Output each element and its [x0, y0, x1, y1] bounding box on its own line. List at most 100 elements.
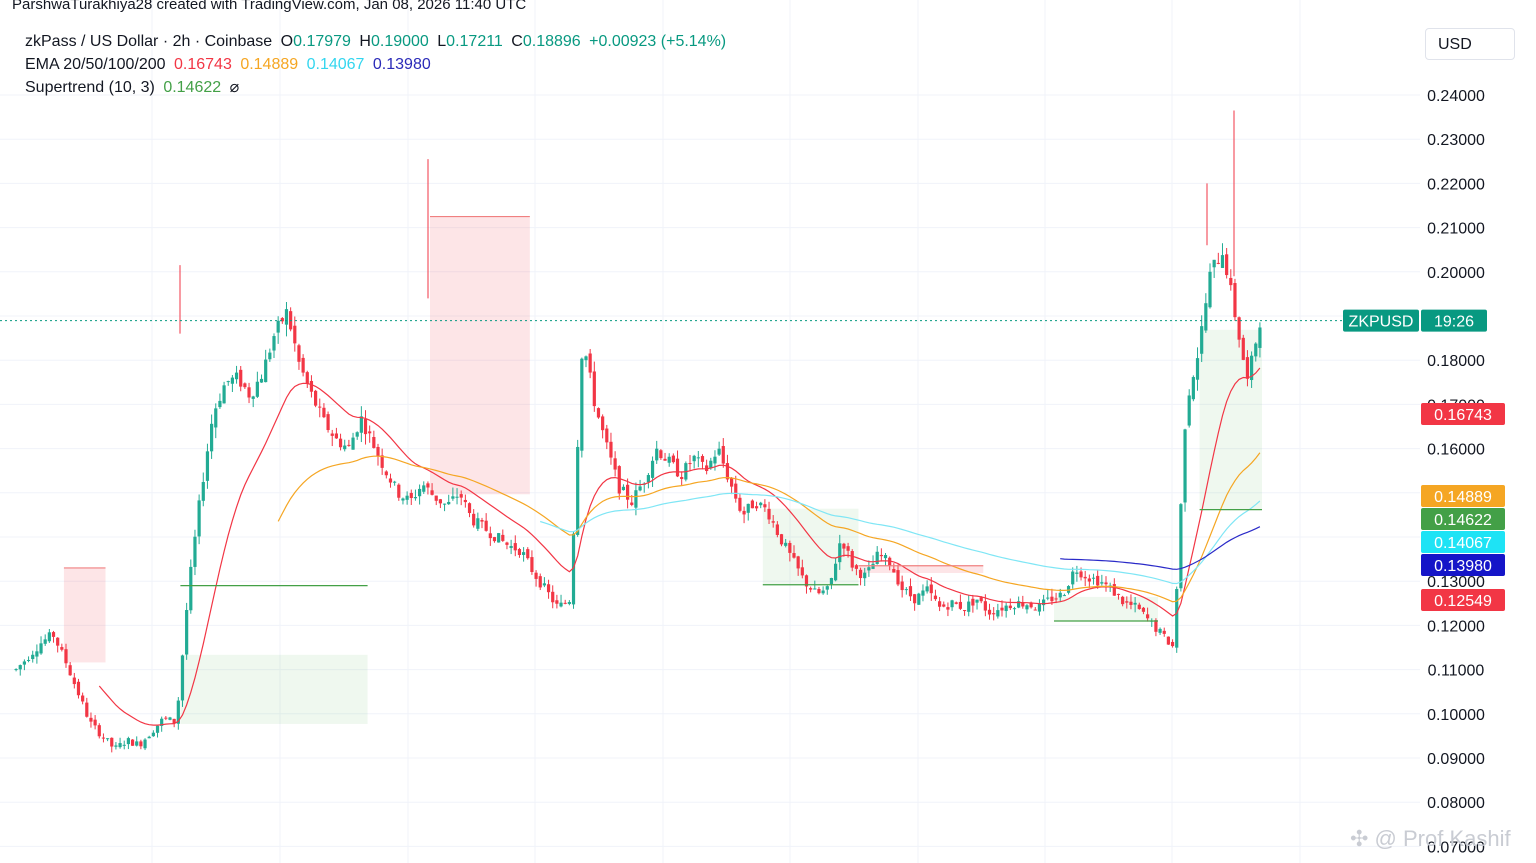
candle-body	[1204, 303, 1208, 331]
symbol-title[interactable]: zkPass / US Dollar · 2h · Coinbase	[25, 33, 273, 50]
supertrend-up-fill	[180, 654, 368, 724]
candle-body	[671, 455, 675, 463]
ema-legend[interactable]: EMA 20/50/100/200 0.16743 0.14889 0.1406…	[25, 55, 435, 75]
candle-body	[126, 738, 130, 745]
candle-body	[1233, 283, 1237, 318]
candle-body	[243, 383, 247, 388]
y-axis: 0.07000 0.08000 0.09000 0.10000 0.11000 0.120…	[1427, 88, 1485, 856]
candle-body	[1195, 358, 1200, 380]
candle-body	[767, 508, 771, 520]
candle-body	[617, 466, 621, 494]
last-value-badge: 0.16743	[1434, 407, 1492, 424]
candle-body	[838, 543, 842, 563]
slash-circle-icon[interactable]: ⌀	[229, 79, 240, 96]
candle-body	[621, 486, 626, 491]
candle-body	[135, 741, 139, 746]
candle-body	[946, 607, 950, 610]
y-tick-label: 0.18000	[1427, 353, 1485, 370]
candle-body	[571, 533, 576, 605]
candle-body	[592, 371, 596, 407]
candle-body	[176, 700, 180, 724]
candle-body	[509, 546, 513, 548]
candle-body	[376, 446, 380, 457]
y-tick-label: 0.09000	[1427, 751, 1485, 768]
supertrend-down-fill	[63, 567, 106, 663]
candle-body	[1166, 636, 1170, 645]
candle-body	[472, 513, 476, 526]
candle-body	[118, 743, 122, 748]
candle-body	[942, 604, 946, 607]
candle-body	[800, 567, 804, 576]
candle-body	[106, 738, 110, 740]
supertrend-legend[interactable]: Supertrend (10, 3) 0.14622 ⌀	[25, 78, 243, 98]
candle-body	[264, 359, 268, 383]
candle-body	[114, 745, 118, 747]
candle-body	[917, 593, 921, 605]
candle-body	[326, 414, 330, 431]
high-value: 0.19000	[370, 33, 429, 50]
candle-body	[185, 610, 189, 655]
candle-body	[675, 458, 680, 477]
candle-body	[189, 566, 193, 611]
candle-body	[992, 613, 996, 615]
y-tick-label: 0.12000	[1427, 618, 1485, 635]
currency-button[interactable]: USD	[1425, 28, 1515, 60]
candle-body	[896, 570, 900, 585]
candle-body	[950, 600, 954, 608]
last-value-badge-bg	[1421, 554, 1505, 576]
candle-body	[85, 702, 89, 717]
candle-body	[438, 499, 442, 504]
candle-body	[1191, 377, 1195, 400]
candle-body	[834, 563, 838, 581]
candle-body	[1050, 596, 1054, 602]
candle-body	[338, 438, 343, 448]
candle-body	[522, 552, 526, 555]
candle-body	[655, 448, 659, 461]
candle-body	[351, 437, 355, 450]
candle-body	[14, 669, 18, 671]
candle-body	[418, 488, 422, 497]
y-tick-label: 0.07000	[1427, 839, 1485, 856]
candle-body	[962, 610, 967, 612]
candle-body	[22, 661, 26, 665]
candle-body	[1091, 577, 1096, 579]
y-tick-label: 0.24000	[1427, 88, 1485, 105]
candle-body	[904, 589, 908, 591]
candle-body	[551, 591, 555, 603]
candle-body	[1245, 357, 1250, 379]
candle-body	[505, 542, 509, 545]
candle-body	[1083, 576, 1087, 579]
candle-body	[913, 594, 917, 604]
last-value-badge: 0.14067	[1434, 535, 1492, 552]
candle-body	[892, 569, 896, 573]
candle-body	[925, 586, 929, 592]
last-value-badge: 0.13980	[1434, 558, 1492, 575]
ema50-value: 0.14889	[240, 56, 299, 73]
candle-body	[1112, 584, 1116, 596]
candle-body	[76, 681, 81, 696]
ema50-line	[277, 452, 1261, 603]
candle-body	[513, 543, 517, 551]
candle-body	[792, 553, 796, 558]
candle-body	[60, 647, 64, 650]
supertrend-label: Supertrend (10, 3)	[25, 79, 155, 96]
candle-body	[160, 718, 164, 726]
candle-body	[713, 456, 717, 464]
candle-body	[921, 590, 925, 596]
candle-body	[846, 546, 850, 551]
low-label: L	[437, 33, 447, 50]
candle-body	[26, 659, 31, 661]
candle-body	[272, 336, 276, 351]
candle-body	[584, 356, 588, 361]
candle-body	[218, 400, 222, 408]
candle-body	[430, 490, 434, 495]
candle-body	[555, 600, 559, 604]
candle-body	[817, 588, 821, 594]
candle-body	[193, 536, 197, 567]
candle-body	[322, 407, 326, 418]
candle-body	[147, 736, 151, 739]
close-value: 0.18896	[522, 33, 581, 50]
candle-body	[663, 458, 667, 461]
candle-body	[1037, 603, 1042, 612]
